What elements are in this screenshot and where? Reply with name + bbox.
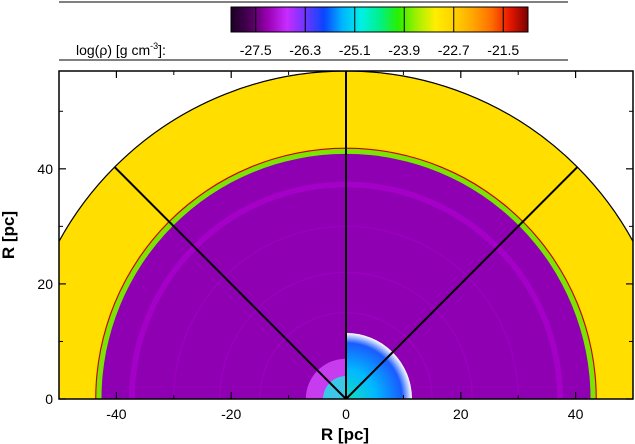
axis-ticks (58, 71, 634, 400)
colorbar-tick-label: -26.3 (289, 42, 321, 58)
colorbar-ticks (255, 7, 504, 32)
colorbar-tick-label: -22.7 (438, 42, 470, 58)
sector-line (345, 166, 579, 399)
colorbar-tick-label: -23.9 (388, 42, 420, 58)
y-tick-label: 20 (37, 276, 53, 292)
density-map (59, 71, 633, 399)
colorbar-label: log(ρ) [g cm-3]: (76, 41, 166, 58)
sector-line (113, 166, 347, 399)
colorbar-tick-label: -21.5 (487, 42, 519, 58)
x-tick-label: -40 (106, 406, 126, 422)
x-tick-label: 40 (568, 406, 584, 422)
x-tick-label: -20 (221, 406, 241, 422)
colorbar-tick-labels: -27.5 -26.3 -25.1 -23.9 -22.7 -21.5 (240, 42, 520, 58)
x-axis-label: R [pc] (321, 425, 369, 444)
y-tick-label: 40 (37, 161, 53, 177)
colorbar-tick-label: -25.1 (339, 42, 371, 58)
x-tick-labels: -40 -20 0 20 40 (106, 406, 583, 422)
x-tick-label: 20 (453, 406, 469, 422)
colorbar-tick-label: -27.5 (240, 42, 272, 58)
y-tick-label: 0 (45, 391, 53, 407)
y-axis-label: R [pc] (0, 211, 18, 259)
y-tick-labels: 0 20 40 (37, 161, 53, 407)
colorbar (230, 6, 529, 33)
x-tick-label: 0 (342, 406, 350, 422)
